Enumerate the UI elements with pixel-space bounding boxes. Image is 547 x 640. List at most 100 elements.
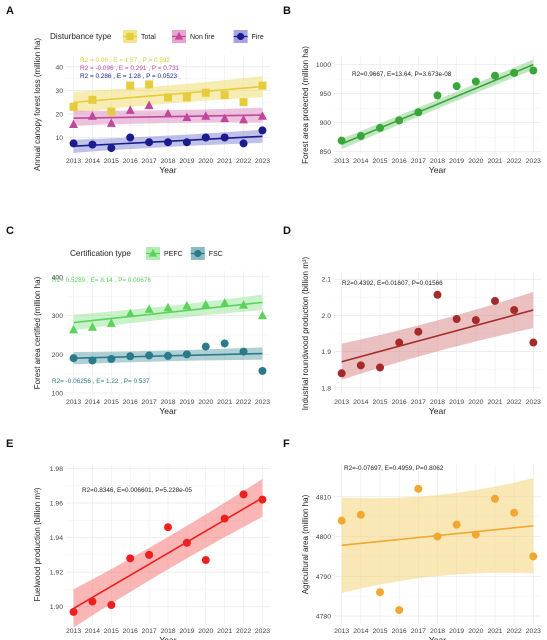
data-point [529,66,538,75]
data-point [239,490,248,499]
legend-title: Certification type [70,249,131,258]
x-axis-label: Year [429,635,446,640]
x-tick-label: 2022 [236,158,251,165]
data-point [395,116,404,125]
x-tick-label: 2013 [334,628,349,635]
data-point [145,80,154,89]
data-point [220,133,229,142]
data-point [220,339,229,348]
data-point [145,138,154,147]
y-tick-label: 300 [52,313,64,320]
points-non-fire [69,100,267,129]
y-tick-label: 20 [55,111,63,118]
x-axis-label: Year [159,406,176,416]
data-point [145,351,154,360]
data-point [491,494,499,503]
x-tick-label: 2017 [142,158,157,165]
x-tick-label: 2022 [507,158,522,165]
stats-label: R2=0.8346, E=0.006601, P=5.228e-05 [82,487,192,494]
x-tick-label: 2019 [179,158,194,165]
legend: Certification type PEFC FSC [70,247,223,260]
data-point [182,93,191,102]
y-tick-label: 1.94 [50,535,63,542]
data-point [491,296,499,305]
x-tick-label: 2016 [392,399,407,406]
data-point [182,300,192,310]
x-tick-label: 2015 [372,158,387,165]
data-point [356,510,365,519]
y-axis-label: Forest area protected (million ha) [301,46,310,164]
x-tick-label: 2021 [487,628,502,635]
y-tick-label: 2.0 [322,313,332,320]
x-tick-label: 2020 [198,158,213,165]
data-point [395,606,404,615]
x-axis-label: Year [429,165,446,175]
y-tick-label: 1.92 [50,570,63,577]
data-point [69,324,79,334]
legend-label: FSC [209,251,223,258]
stats-label: R2 = 0.06 , E = 1.57 , P = 0.592 [80,57,170,64]
y-tick-label: 1.96 [50,501,63,508]
data-point [414,108,423,117]
data-point [258,126,267,135]
data-point [182,538,191,547]
data-point [471,316,480,325]
fit-line-series [341,63,534,145]
data-point [69,139,78,148]
y-tick-label: 4800 [316,534,331,541]
data-point [125,308,135,318]
data-point [452,520,461,529]
data-point [510,68,519,77]
data-point [126,554,135,563]
y-tick-label: 4810 [316,494,331,501]
x-tick-label: 2018 [160,628,175,635]
data-point [88,140,97,149]
data-point [182,138,191,147]
x-tick-label: 2017 [142,399,157,406]
y-axis-label: Annual canopy forest loss (million ha) [33,38,42,171]
legend-label: Non fire [190,34,215,41]
x-tick-label: 2023 [526,158,541,165]
x-tick-label: 2021 [217,399,232,406]
x-tick-label: 2014 [353,628,368,635]
data-point [239,98,248,107]
panel-c: C R2= 0.5289 , E= 8.14 , P= 0.00676 R2= -0… [6,225,270,416]
data-point [258,366,267,375]
data-point [471,77,480,86]
panel-letter: A [6,5,14,17]
y-axis-label: Forest area certified (million ha) [33,276,42,389]
x-tick-label: 2018 [430,399,445,406]
data-point [164,351,172,360]
legend: Disturbance type Total Non fire Fire [50,30,264,43]
x-tick-label: 2020 [468,158,483,165]
data-point [220,298,230,307]
data-point [69,354,78,363]
x-tick-label: 2020 [198,628,213,635]
data-point [88,597,97,606]
data-point [201,342,210,351]
x-axis-label: Year [429,406,446,416]
data-point [376,588,384,597]
panel-letter: E [6,438,13,450]
data-point [414,484,423,493]
x-tick-label: 2015 [104,628,119,635]
x-tick-label: 2018 [430,628,445,635]
data-point [356,361,365,370]
data-point [182,350,191,359]
data-point [529,552,538,561]
y-axis-label: Fuelwood production (billion m³) [33,487,42,601]
points-total [69,80,267,116]
x-tick-label: 2020 [468,628,483,635]
data-point [201,111,211,120]
fit-line-series [341,309,534,363]
data-point [220,113,230,123]
data-point [107,354,116,363]
y-tick-label: 850 [320,149,332,156]
data-point [414,327,423,336]
legend-marker [237,32,245,41]
legend-label: Fire [252,34,264,41]
data-point [258,81,267,90]
x-tick-label: 2016 [392,158,407,165]
data-point [144,304,154,313]
data-point [107,600,116,609]
